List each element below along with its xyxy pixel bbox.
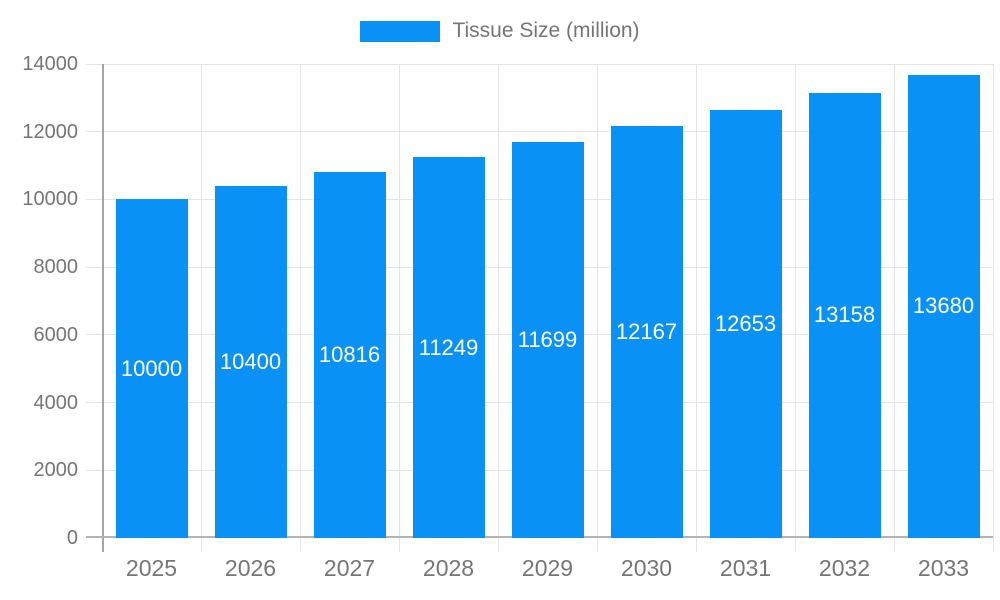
y-tick-label: 10000 — [22, 188, 78, 211]
bar[interactable]: 12167 — [610, 126, 683, 538]
x-grid-line — [497, 64, 499, 552]
x-tick-label: 2025 — [125, 555, 178, 581]
bar-value-label: 10000 — [120, 355, 183, 381]
x-tick-label: 2027 — [323, 555, 376, 581]
y-tick-label: 6000 — [33, 323, 79, 346]
x-grid-line — [893, 64, 895, 552]
x-grid-line — [794, 64, 796, 552]
bar-value-label: 10400 — [219, 348, 282, 374]
y-grid-line — [86, 131, 993, 133]
legend-label: Tissue Size (million) — [452, 19, 640, 42]
bar-value-label: 12167 — [615, 319, 678, 345]
plot-area: 0 2000 4000 6000 8000 10000 12000 14000 10000 104… — [22, 53, 994, 580]
x-grid-line — [992, 64, 994, 552]
bar[interactable]: 11699 — [511, 141, 584, 538]
x-tick-label: 2030 — [620, 555, 673, 581]
x-grid-line — [200, 64, 202, 552]
bar[interactable]: 13158 — [808, 92, 881, 538]
bar-value-label: 10816 — [318, 341, 381, 367]
y-tick-label: 4000 — [33, 391, 79, 414]
bar-value-label: 11249 — [418, 334, 479, 360]
y-tick-label: 8000 — [33, 256, 79, 279]
bar-value-label: 12653 — [714, 310, 777, 336]
x-tick-label: 2032 — [818, 555, 871, 581]
bar-value-label: 11699 — [517, 326, 578, 352]
x-tick-label: 2031 — [719, 555, 772, 581]
bar[interactable]: 10816 — [313, 171, 386, 538]
y-grid-line — [86, 63, 993, 65]
bar[interactable]: 10000 — [115, 199, 188, 538]
y-tick-label: 0 — [66, 527, 78, 549]
x-tick-label: 2029 — [521, 555, 574, 581]
y-tick-label: 12000 — [22, 120, 78, 143]
x-tick-label: 2028 — [422, 555, 475, 581]
bar-value-label: 13680 — [912, 293, 975, 319]
y-axis-line — [102, 64, 104, 552]
y-tick-label: 2000 — [33, 459, 79, 482]
legend-item[interactable]: Tissue Size (million) — [360, 19, 640, 43]
x-tick-label: 2026 — [224, 555, 277, 581]
bar[interactable]: 13680 — [907, 74, 980, 538]
bar[interactable]: 11249 — [412, 157, 485, 538]
x-grid-line — [398, 64, 400, 552]
x-grid-line — [695, 64, 697, 552]
legend-swatch — [360, 20, 441, 42]
legend: Tissue Size (million) — [0, 19, 1000, 43]
x-grid-line — [596, 64, 598, 552]
x-tick-label: 2033 — [917, 555, 970, 581]
y-tick-label: 14000 — [22, 53, 78, 75]
bar[interactable]: 10400 — [214, 185, 287, 538]
bar[interactable]: 12653 — [709, 109, 782, 538]
x-grid-line — [299, 64, 301, 552]
bar-value-label: 13158 — [813, 302, 876, 328]
